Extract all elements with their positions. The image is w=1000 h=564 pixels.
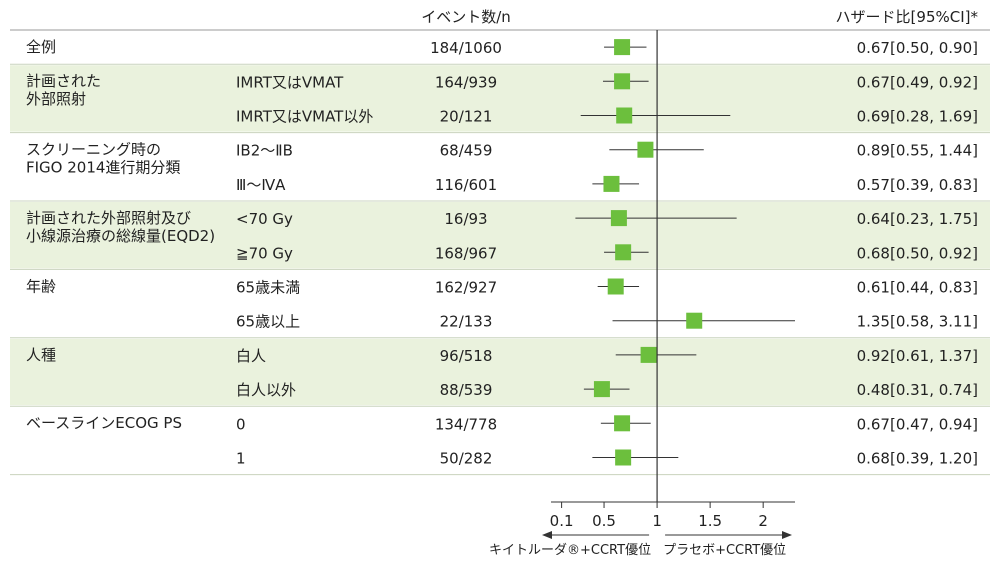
hazard-ratio-text: 0.68[0.39, 1.20]	[857, 450, 978, 468]
subgroup-label: 白人	[236, 347, 266, 365]
group-label: 全例	[26, 38, 56, 56]
left-arrow-head	[542, 531, 552, 539]
events-value: 168/967	[435, 244, 497, 262]
x-tick-label: 1	[652, 512, 662, 530]
events-value: 164/939	[435, 73, 497, 91]
x-tick-label: 1.5	[698, 512, 722, 530]
subgroup-label: <70 Gy	[236, 210, 293, 228]
hazard-ratio-text: 0.68[0.50, 0.92]	[857, 244, 978, 262]
events-value: 50/282	[440, 450, 493, 468]
row-band	[10, 65, 990, 132]
subgroup-label: 65歳未満	[236, 279, 300, 297]
hazard-ratio-text: 0.67[0.50, 0.90]	[857, 39, 978, 57]
events-value: 162/927	[435, 279, 497, 297]
row-labels: 全例 184/1060 0.67[0.50, 0.90] 計画された外部照射 IMRT又…	[26, 38, 978, 468]
hazard-ratio-text: 1.35[0.58, 3.11]	[857, 313, 978, 331]
x-axis: 0.1 0.5 1 1.5 2 キイトルーダ®+CCRT優位 プラセボ+CCRT優位	[489, 501, 795, 558]
group-label: ベースラインECOG PS	[26, 414, 182, 432]
subgroup-label: ⅠB2～ⅡB	[236, 142, 293, 160]
point-estimate	[610, 210, 627, 227]
group-label: 年齢	[26, 277, 56, 295]
hazard-ratio-text: 0.57[0.39, 0.83]	[857, 176, 978, 194]
subgroup-label: 1	[236, 450, 246, 468]
point-estimate	[615, 449, 632, 466]
events-value: 96/518	[440, 347, 493, 365]
point-estimate	[686, 312, 703, 329]
subgroup-label: ≧70 Gy	[236, 244, 293, 262]
row-band	[10, 202, 990, 269]
plot-area	[575, 30, 795, 502]
events-value: 116/601	[435, 176, 497, 194]
events-value: 68/459	[440, 142, 493, 160]
point-estimate	[614, 73, 631, 90]
hazard-ratio-text: 0.61[0.44, 0.83]	[857, 279, 978, 297]
right-direction-label: プラセボ+CCRT優位	[663, 543, 786, 558]
events-value: 184/1060	[430, 39, 502, 57]
point-estimate	[640, 346, 657, 363]
subgroup-label: IMRT又はVMAT以外	[236, 108, 373, 126]
hazard-ratio-text: 0.92[0.61, 1.37]	[857, 347, 978, 365]
hazard-ratio-text: 0.64[0.23, 1.75]	[857, 210, 978, 228]
events-value: 88/539	[440, 381, 493, 399]
point-estimate	[603, 175, 620, 192]
group-label: 計画された	[26, 72, 101, 90]
events-value: 20/121	[440, 108, 493, 126]
left-direction-label: キイトルーダ®+CCRT優位	[489, 543, 651, 558]
group-label: 計画された外部照射及び	[26, 209, 191, 227]
x-tick-label: 2	[758, 512, 768, 530]
subgroup-label: IMRT又はVMAT	[236, 73, 344, 91]
x-tick-label: 0.1	[550, 512, 574, 530]
point-estimate	[593, 381, 610, 398]
point-estimate	[607, 278, 624, 295]
hazard-ratio-text: 0.69[0.28, 1.69]	[857, 108, 978, 126]
subgroup-label: 0	[236, 415, 246, 433]
x-tick-label: 0.5	[592, 512, 616, 530]
row-band	[10, 338, 990, 406]
events-value: 134/778	[435, 415, 497, 433]
point-estimate	[637, 141, 654, 158]
header-hazard-ratio: ハザード比[95%CI]*	[836, 8, 979, 26]
group-label: スクリーニング時の	[26, 141, 161, 159]
subgroup-label: Ⅲ～ⅣA	[236, 176, 286, 194]
group-label: 人種	[26, 346, 56, 364]
hazard-ratio-text: 0.48[0.31, 0.74]	[857, 381, 978, 399]
events-value: 22/133	[440, 313, 493, 331]
subgroup-label: 65歳以上	[236, 313, 300, 331]
hazard-ratio-text: 0.89[0.55, 1.44]	[857, 142, 978, 160]
point-estimate	[614, 39, 631, 56]
point-estimate	[615, 244, 632, 261]
hazard-ratio-text: 0.67[0.49, 0.92]	[857, 73, 978, 91]
hazard-ratio-text: 0.67[0.47, 0.94]	[857, 415, 978, 433]
row-bands	[10, 29, 990, 476]
events-value: 16/93	[444, 210, 487, 228]
group-label: FIGO 2014進行期分類	[26, 159, 180, 177]
point-estimate	[616, 107, 633, 124]
group-label: 外部照射	[26, 90, 86, 108]
subgroup-label: 白人以外	[236, 381, 296, 399]
header-events: イベント数/n	[421, 8, 511, 26]
group-label: 小線源治療の総線量(EQD2)	[26, 227, 215, 245]
right-arrow-head	[782, 531, 792, 539]
point-estimate	[614, 415, 631, 432]
